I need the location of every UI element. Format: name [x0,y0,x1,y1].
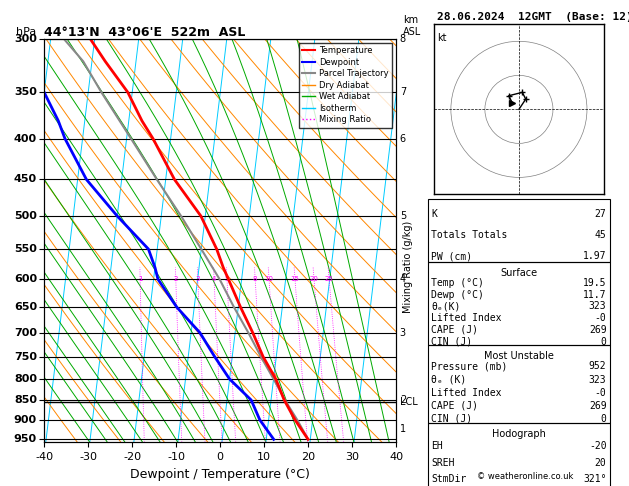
Text: 4: 4 [212,276,216,282]
Text: hPa: hPa [16,27,36,37]
Text: CIN (J): CIN (J) [431,336,472,347]
Text: 750: 750 [14,352,37,362]
Text: 952: 952 [589,362,606,371]
Text: Surface: Surface [500,268,538,278]
Text: km
ASL: km ASL [403,15,421,37]
Text: 3: 3 [400,328,406,338]
Legend: Temperature, Dewpoint, Parcel Trajectory, Dry Adiabat, Wet Adiabat, Isotherm, Mi: Temperature, Dewpoint, Parcel Trajectory… [299,43,392,128]
Text: EH: EH [431,441,443,451]
Text: Temp (°C): Temp (°C) [431,278,484,288]
Text: 20: 20 [309,276,318,282]
Text: Dewp (°C): Dewp (°C) [431,290,484,299]
Text: 1: 1 [138,276,142,282]
Text: 28.06.2024  12GMT  (Base: 12): 28.06.2024 12GMT (Base: 12) [437,12,629,22]
Text: θₑ(K): θₑ(K) [431,301,461,312]
Text: Hodograph: Hodograph [492,429,546,439]
Text: 8: 8 [400,34,406,44]
Text: 5: 5 [400,211,406,221]
Text: PW (cm): PW (cm) [431,251,472,261]
Text: 19.5: 19.5 [583,278,606,288]
Text: 27: 27 [595,209,606,219]
Text: CAPE (J): CAPE (J) [431,401,479,411]
Text: 650: 650 [14,302,37,312]
Text: 11.7: 11.7 [583,290,606,299]
Bar [428,262,610,345]
Bar [428,423,610,486]
Text: Most Unstable: Most Unstable [484,351,554,361]
Text: Pressure (mb): Pressure (mb) [431,362,508,371]
X-axis label: Dewpoint / Temperature (°C): Dewpoint / Temperature (°C) [130,468,310,481]
Text: 850: 850 [14,395,37,405]
Text: 269: 269 [589,325,606,335]
Text: CIN (J): CIN (J) [431,414,472,424]
Text: K: K [431,209,437,219]
Text: Mixing Ratio (g/kg): Mixing Ratio (g/kg) [403,221,413,313]
Text: 269: 269 [589,401,606,411]
Text: 323: 323 [589,375,606,384]
Text: SREH: SREH [431,458,455,468]
Text: 500: 500 [14,211,37,221]
Text: 8: 8 [253,276,257,282]
Text: 20: 20 [595,458,606,468]
Text: Lifted Index: Lifted Index [431,388,502,398]
Text: StmDir: StmDir [431,474,467,484]
Text: 4: 4 [400,274,406,284]
Text: 44°13'N  43°06'E  522m  ASL: 44°13'N 43°06'E 522m ASL [44,26,245,39]
Text: 0: 0 [601,414,606,424]
Text: LCL: LCL [400,397,418,407]
Text: 700: 700 [14,328,37,338]
Text: 1: 1 [400,424,406,434]
Text: 5: 5 [225,276,229,282]
Text: 450: 450 [14,174,37,185]
Text: 10: 10 [265,276,274,282]
Text: 300: 300 [14,34,37,44]
Text: 950: 950 [14,434,37,444]
Text: -20: -20 [589,441,606,451]
Text: 800: 800 [14,374,37,384]
Text: 1.97: 1.97 [583,251,606,261]
Text: -0: -0 [595,388,606,398]
Text: 2: 2 [174,276,178,282]
Text: -0: -0 [595,313,606,323]
Text: 900: 900 [14,415,37,425]
Text: 3: 3 [196,276,200,282]
Text: 550: 550 [14,244,37,254]
Text: 25: 25 [325,276,333,282]
Text: 45: 45 [595,230,606,240]
Text: 350: 350 [14,87,37,97]
Text: θₑ (K): θₑ (K) [431,375,467,384]
Text: CAPE (J): CAPE (J) [431,325,479,335]
Text: Totals Totals: Totals Totals [431,230,508,240]
Text: kt: kt [437,33,447,43]
Bar [428,345,610,423]
Text: 600: 600 [14,274,37,284]
Text: 6: 6 [400,134,406,144]
Text: 0: 0 [601,336,606,347]
Text: 400: 400 [14,134,37,144]
Bar [428,199,610,262]
Text: 321°: 321° [583,474,606,484]
Text: 7: 7 [400,87,406,97]
Text: 15: 15 [291,276,299,282]
Text: Lifted Index: Lifted Index [431,313,502,323]
Text: 323: 323 [589,301,606,312]
Text: 2: 2 [400,395,406,405]
Text: © weatheronline.co.uk: © weatheronline.co.uk [477,472,574,481]
